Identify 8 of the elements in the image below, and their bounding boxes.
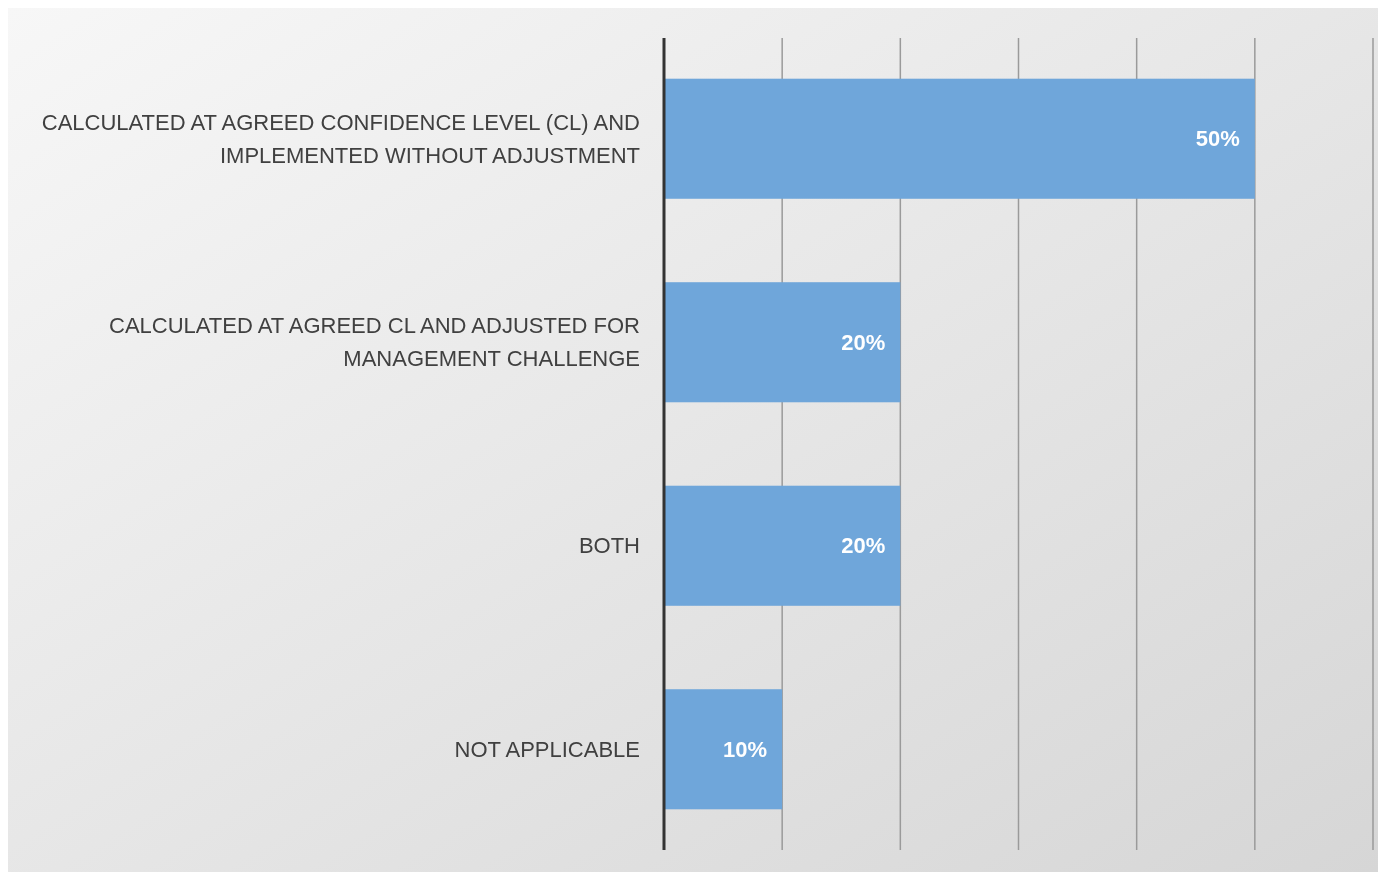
y-tick-label: BOTH — [578, 533, 640, 559]
data-label: 10% — [723, 736, 768, 762]
y-tick-label: CALCULATED AT AGREED CONFIDENCE LEVEL (CL) AND IMPLEMENTED WITHOUT ADJUSTMENT — [41, 109, 640, 168]
data-label: 20% — [841, 533, 886, 559]
data-label: 50% — [1195, 126, 1240, 152]
data-label: 20% — [841, 329, 886, 355]
y-tick-label: CALCULATED AT AGREED CL AND ADJUSTED FOR MANAGEMENT CHALLENGE — [109, 313, 640, 372]
y-tick-label: NOT APPLICABLE — [454, 736, 640, 762]
